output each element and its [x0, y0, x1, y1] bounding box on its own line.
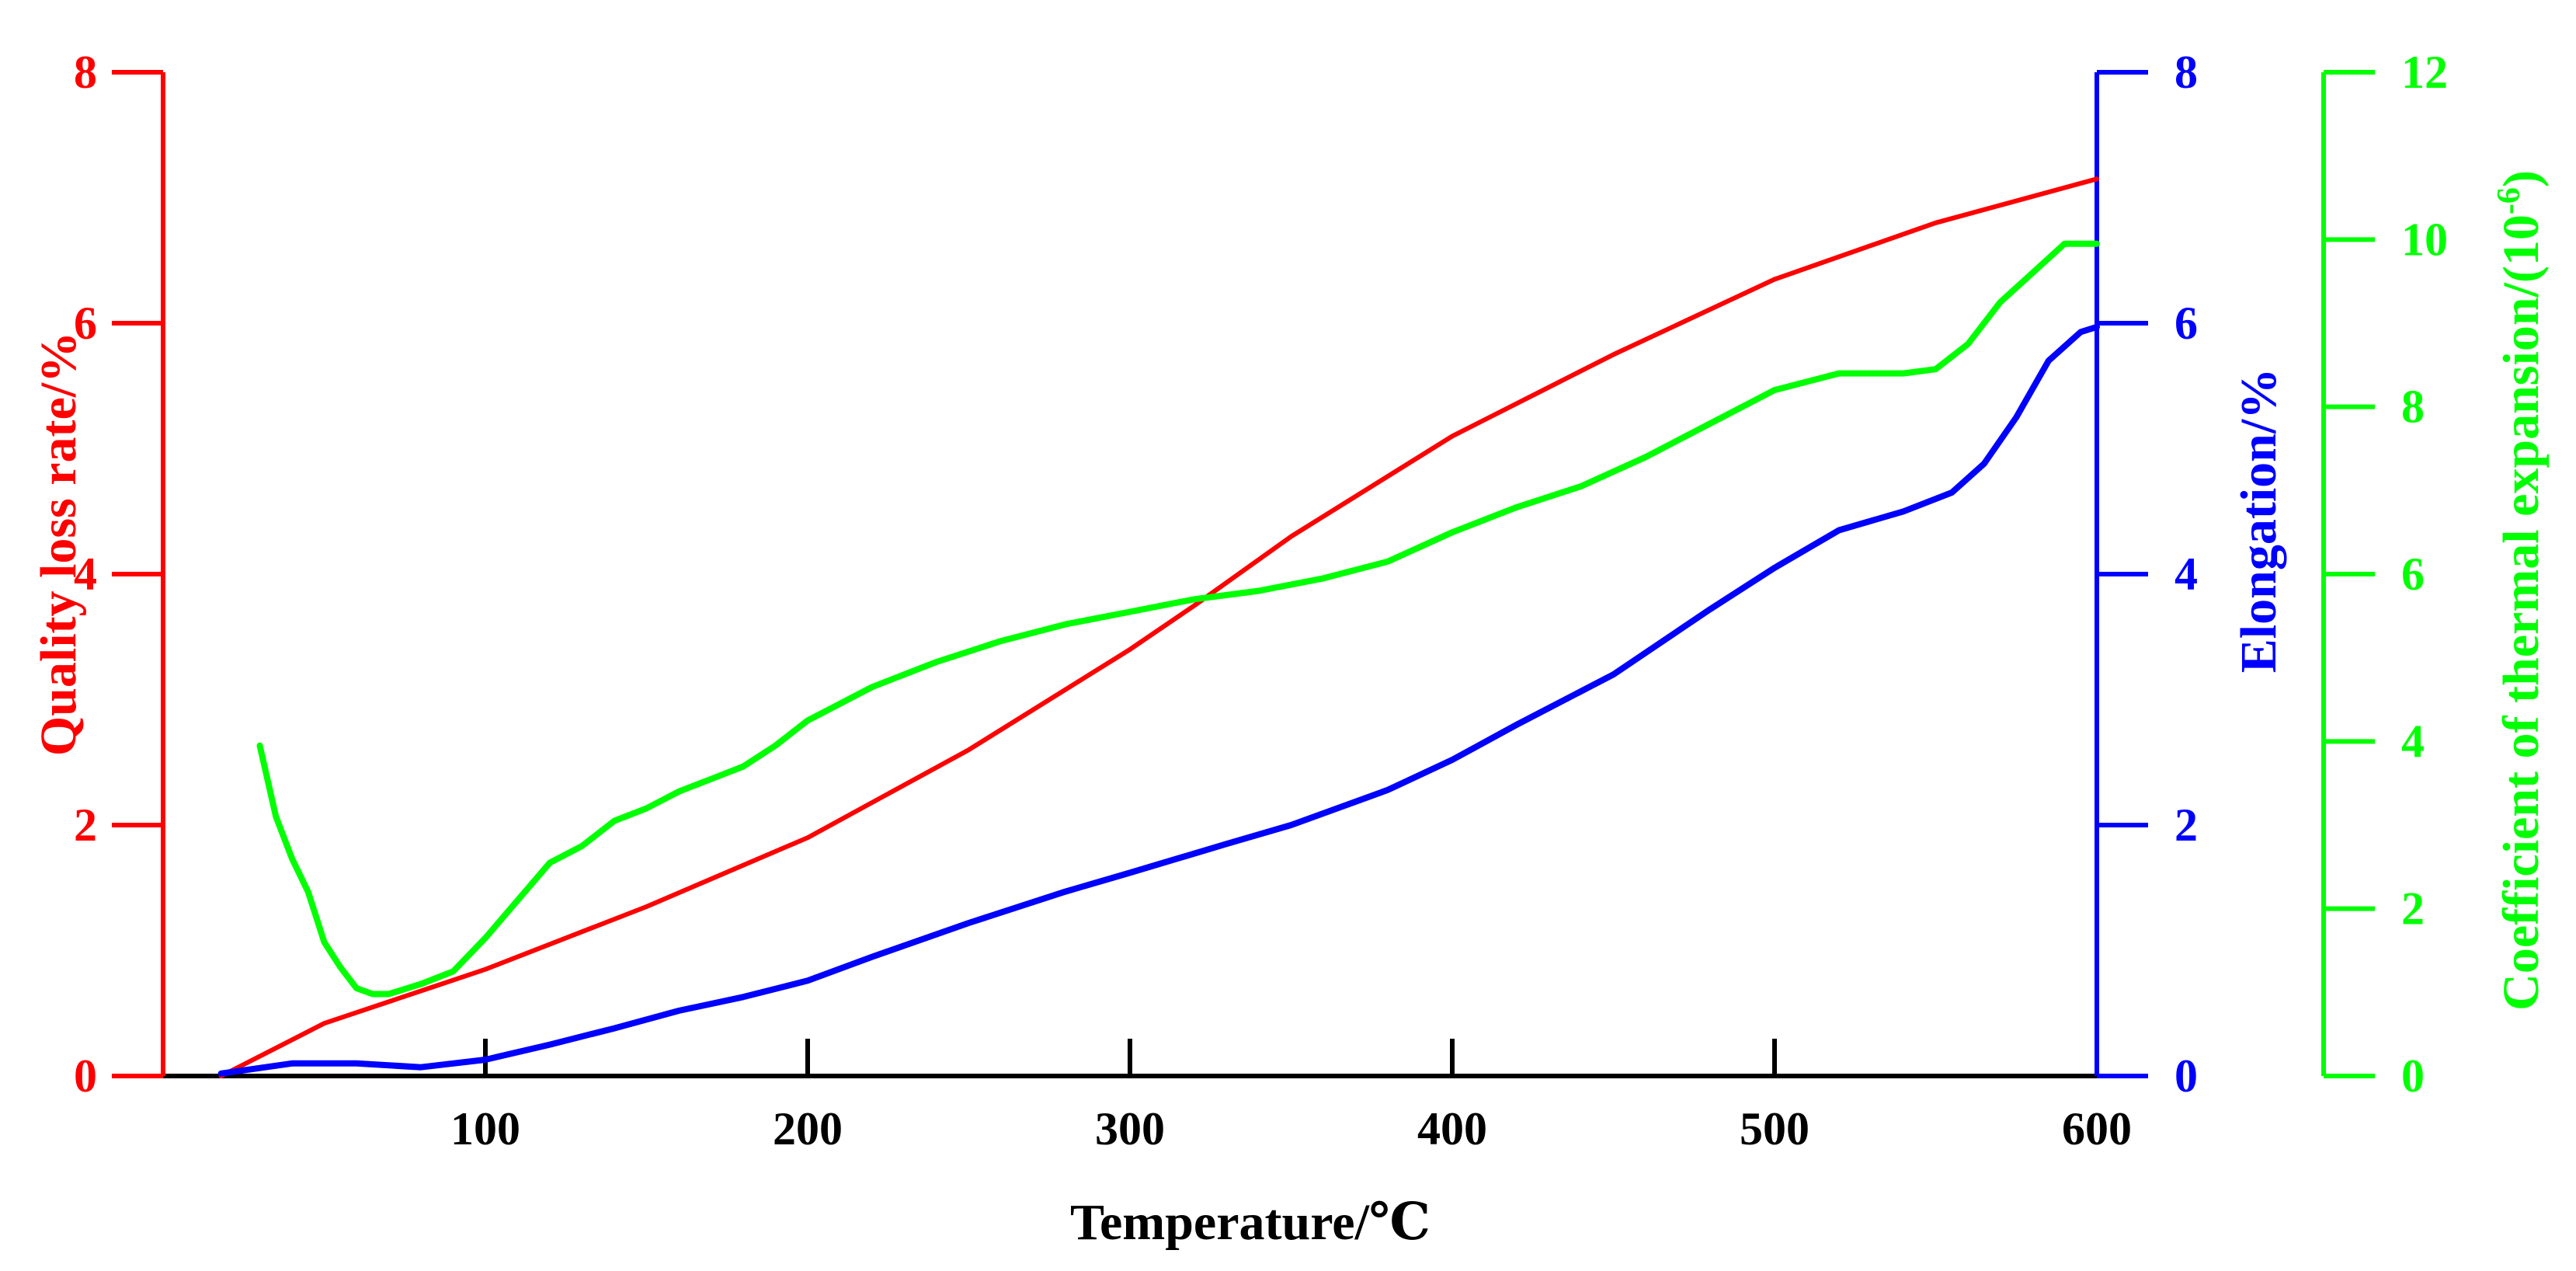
- elongation-tick-label: 4: [2174, 548, 2198, 600]
- series-line-right2: [256, 240, 2100, 998]
- x-tick-label: 100: [450, 1103, 520, 1154]
- series-line-right1: [217, 323, 2100, 1077]
- thermal-expansion-axis-title-tail: ): [2493, 170, 2550, 187]
- thermal-expansion-axis-title-sup: -6: [2491, 187, 2527, 214]
- series-layer: [217, 176, 2100, 1078]
- elongation-tick-label: 8: [2174, 47, 2198, 98]
- elongation-tick-label: 0: [2174, 1050, 2198, 1102]
- thermal-expansion-tick-label: 8: [2401, 381, 2425, 433]
- left-tick-label: 0: [74, 1050, 97, 1102]
- x-tick-label: 400: [1417, 1103, 1487, 1154]
- elongation-axis-title: Elongation/%: [2230, 368, 2287, 673]
- left-axis-title: Quality loss rate/%: [30, 332, 87, 756]
- left-tick-label: 6: [74, 298, 97, 349]
- elongation-tick-label: 6: [2174, 298, 2198, 349]
- thermal-expansion-tick-label: 10: [2401, 214, 2448, 265]
- thermal-expansion-tick-label: 2: [2401, 883, 2425, 935]
- x-tick-label: 300: [1095, 1103, 1165, 1154]
- thermal-expansion-tick-label: 6: [2401, 548, 2425, 600]
- x-tick-label: 200: [773, 1103, 843, 1154]
- x-tick-label: 500: [1740, 1103, 1809, 1154]
- left-tick-label: 2: [74, 799, 97, 851]
- thermal-expansion-tick-label: 4: [2401, 716, 2425, 767]
- thermal-expansion-tick-label: 0: [2401, 1050, 2425, 1102]
- thermal-expansion-axis-title-main: Coefficient of thermal expansion/(10: [2493, 214, 2550, 1011]
- x-tick-label: 600: [2062, 1103, 2132, 1154]
- series-line-left: [218, 176, 2099, 1078]
- left-tick-label: 4: [74, 548, 97, 600]
- axes-layer: 100 200 300 400 500 600 0 2 4 6 8 0 2 4 6 8 0 2 4 6 8 10 12: [74, 47, 2448, 1154]
- thermal-expansion-tick-label: 12: [2401, 47, 2448, 98]
- x-axis-title: Temperature/℃: [1070, 1194, 1431, 1251]
- thermal-expansion-axis-title: Coefficient of thermal expansion/(10-6): [2491, 170, 2550, 1011]
- elongation-tick-label: 2: [2174, 799, 2198, 851]
- left-tick-label: 8: [74, 47, 97, 98]
